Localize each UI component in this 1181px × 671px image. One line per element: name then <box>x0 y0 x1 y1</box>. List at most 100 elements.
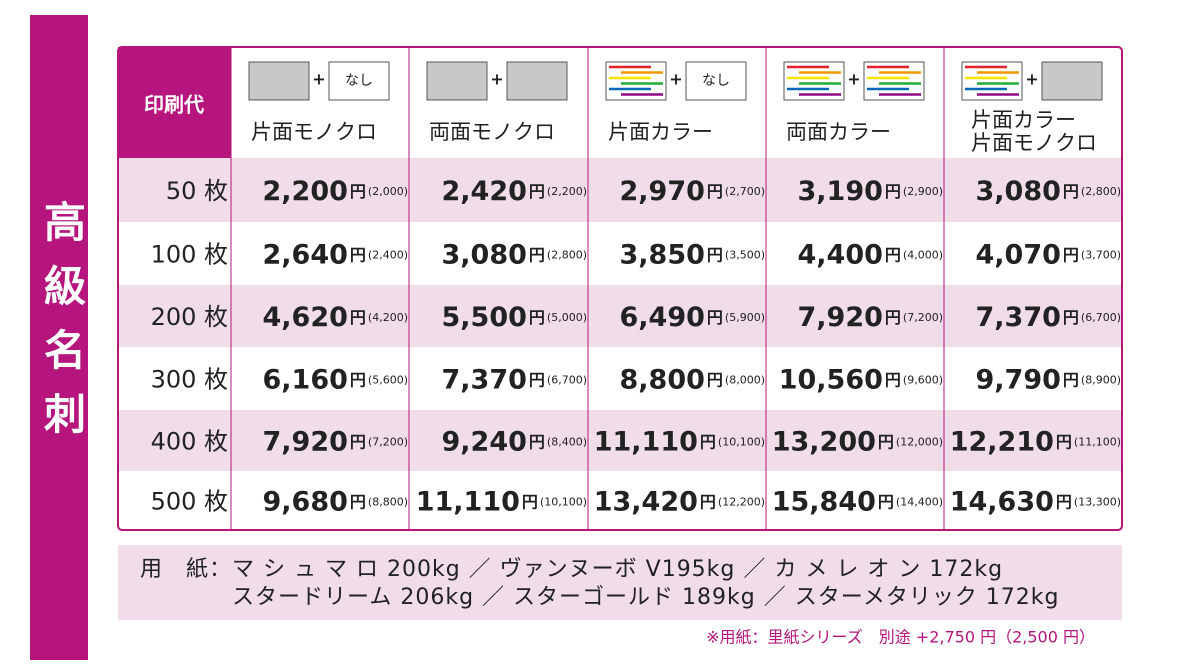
sub-price: (5,900) <box>725 311 765 324</box>
price: 2,420 <box>442 176 527 207</box>
column-label: 片面カラー <box>608 120 713 144</box>
mono-icon <box>248 61 310 101</box>
column-label: 片面モノクロ <box>971 131 1097 155</box>
price: 3,850 <box>620 239 705 270</box>
price-cell: 12,210 円 (11,100) <box>950 426 1121 457</box>
plus: + <box>312 70 325 89</box>
mono-icon <box>506 61 568 101</box>
price: 4,400 <box>798 239 883 270</box>
price-cell: 11,110 円 (10,100) <box>416 486 587 517</box>
price-cell: 7,370 円 (6,700) <box>976 302 1122 333</box>
price: 3,080 <box>442 239 527 270</box>
price-cell: 14,630 円 (13,300) <box>950 486 1121 517</box>
price: 11,110 <box>416 486 520 517</box>
sub-price: (12,000) <box>896 436 943 449</box>
side-bar <box>30 15 88 660</box>
side-label: 高級名刺 <box>38 200 87 456</box>
sub-price: (7,200) <box>368 436 408 449</box>
unit: 円 <box>700 492 716 511</box>
quantity: 100 枚 <box>151 241 228 269</box>
price-cell: 6,160 円 (5,600) <box>263 364 409 395</box>
sub-price: (6,700) <box>1081 311 1121 324</box>
table-frame <box>117 46 1123 531</box>
price: 2,200 <box>263 176 348 207</box>
sub-price: (10,100) <box>540 496 587 509</box>
unit: 円 <box>1056 492 1072 511</box>
column-label: 両面カラー <box>786 120 891 144</box>
price: 5,500 <box>442 302 527 333</box>
row-background <box>118 410 1122 471</box>
price-cell: 3,190 円 (2,900) <box>798 176 944 207</box>
unit: 円 <box>350 308 366 327</box>
sub-price: (2,000) <box>368 185 408 198</box>
price: 6,160 <box>263 364 348 395</box>
unit: 円 <box>529 432 545 451</box>
price: 11,110 <box>594 426 698 457</box>
price: 7,370 <box>442 364 527 395</box>
price: 13,420 <box>594 486 698 517</box>
price: 4,620 <box>263 302 348 333</box>
sub-price: (4,200) <box>368 311 408 324</box>
sub-price: (13,300) <box>1074 496 1121 509</box>
unit: 円 <box>878 492 894 511</box>
corner-cell <box>118 47 231 158</box>
sub-price: (12,200) <box>718 496 765 509</box>
quantity: 50 枚 <box>166 177 228 205</box>
sub-price: (2,900) <box>903 185 943 198</box>
price-cell: 13,420 円 (12,200) <box>594 486 765 517</box>
sub-price: (9,600) <box>903 374 943 387</box>
paper-line: スタードリーム 206kg ／ スターゴールド 189kg ／ スターメタリック… <box>232 585 1060 610</box>
unit: 円 <box>1056 432 1072 451</box>
unit: 円 <box>700 432 716 451</box>
price-cell: 15,840 円 (14,400) <box>772 486 943 517</box>
price-cell: 2,640 円 (2,400) <box>263 239 409 270</box>
unit: 円 <box>350 432 366 451</box>
column-label: 片面カラー <box>971 108 1076 132</box>
paper-label: 用 紙： <box>140 557 232 582</box>
price-cell: 2,970 円 (2,700) <box>620 176 766 207</box>
unit: 円 <box>529 308 545 327</box>
row-background <box>118 285 1122 347</box>
sub-price: (2,800) <box>547 249 587 262</box>
plus: + <box>847 70 860 89</box>
unit: 円 <box>529 245 545 264</box>
price: 2,970 <box>620 176 705 207</box>
unit: 円 <box>885 370 901 389</box>
sub-price: (3,700) <box>1081 249 1121 262</box>
none-label: なし <box>702 73 730 89</box>
sub-price: (8,000) <box>725 374 765 387</box>
unit: 円 <box>885 308 901 327</box>
plus: + <box>1025 70 1038 89</box>
quantity: 400 枚 <box>151 428 228 456</box>
none-box <box>685 61 747 101</box>
price-cell: 11,110 円 (10,100) <box>594 426 765 457</box>
price-cell: 9,240 円 (8,400) <box>442 426 588 457</box>
price-cell: 8,800 円 (8,000) <box>620 364 766 395</box>
quantity: 200 枚 <box>151 303 228 331</box>
mono-icon <box>426 61 488 101</box>
price-cell: 4,620 円 (4,200) <box>263 302 409 333</box>
unit: 円 <box>707 182 723 201</box>
price-cell: 2,420 円 (2,200) <box>442 176 588 207</box>
none-label: なし <box>345 73 373 89</box>
sub-price: (8,800) <box>368 496 408 509</box>
unit: 円 <box>350 492 366 511</box>
price-cell: 2,200 円 (2,000) <box>263 176 409 207</box>
price-cell: 10,560 円 (9,600) <box>779 364 943 395</box>
unit: 円 <box>529 182 545 201</box>
price: 9,790 <box>976 364 1061 395</box>
sub-price: (5,000) <box>547 311 587 324</box>
row-background <box>118 158 1122 222</box>
unit: 円 <box>350 245 366 264</box>
quantity: 500 枚 <box>151 488 228 516</box>
price-cell: 4,070 円 (3,700) <box>976 239 1122 270</box>
none-box <box>328 61 390 101</box>
sub-price: (8,400) <box>547 436 587 449</box>
price-cell: 5,500 円 (5,000) <box>442 302 588 333</box>
mono-icon <box>1041 61 1103 101</box>
corner-label: 印刷代 <box>144 93 204 117</box>
price: 13,200 <box>772 426 876 457</box>
price: 12,210 <box>950 426 1054 457</box>
sub-price: (8,900) <box>1081 374 1121 387</box>
